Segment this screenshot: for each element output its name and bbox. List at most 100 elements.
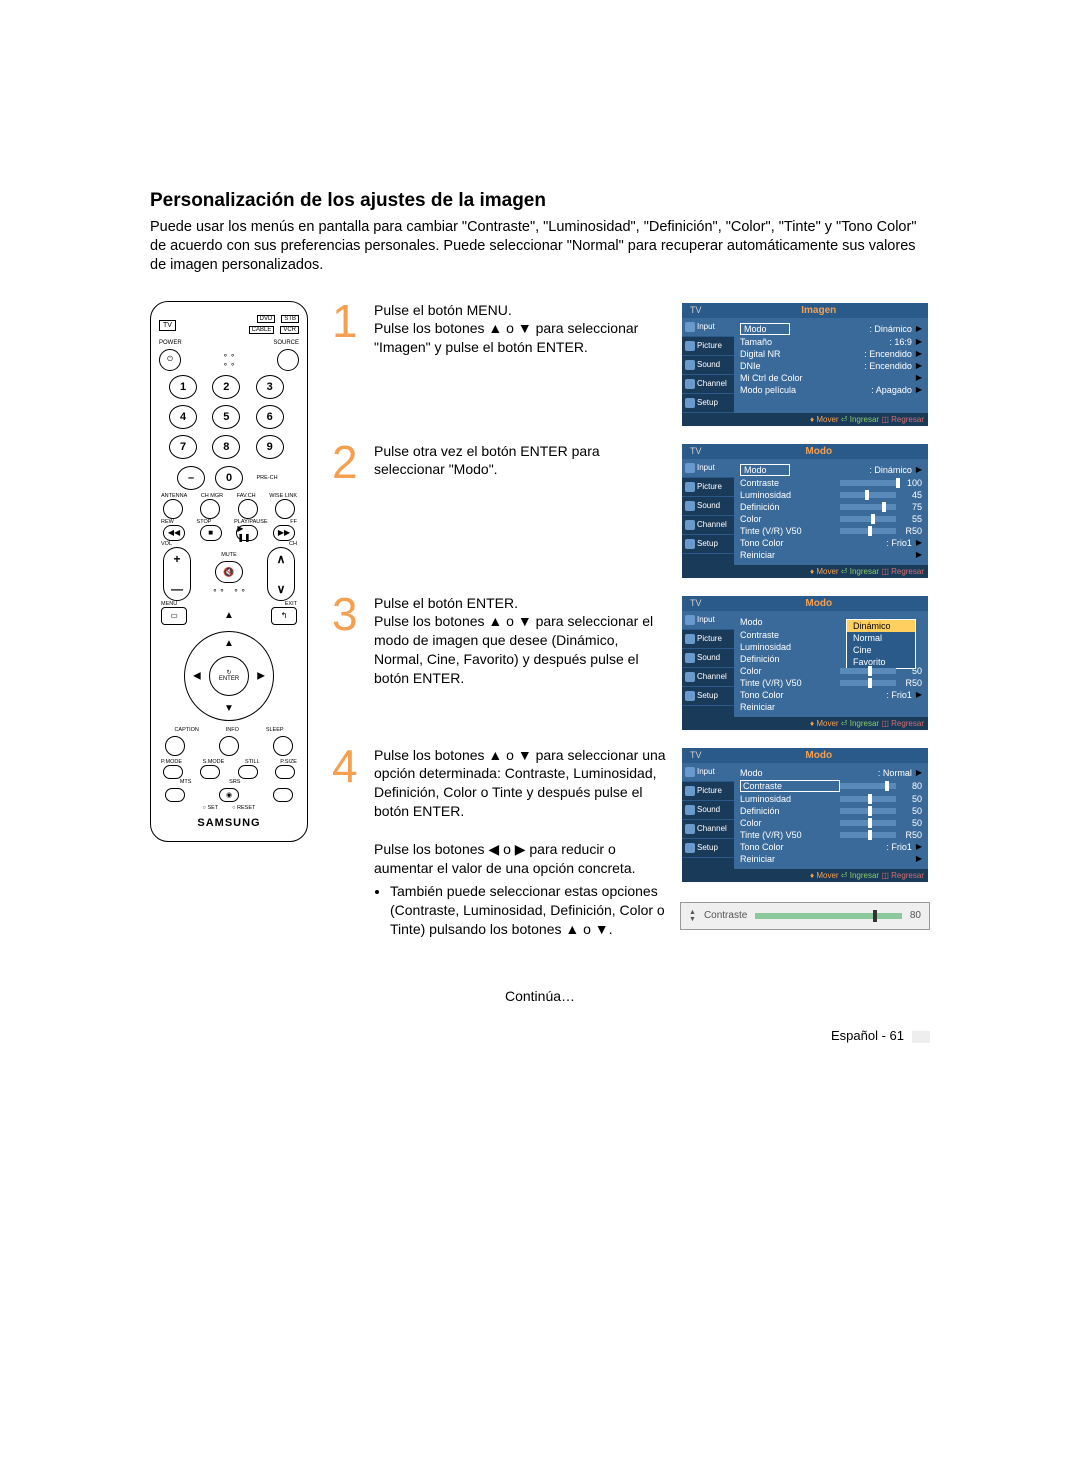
dash-button[interactable]: –: [177, 466, 205, 490]
contrast-label: Contraste: [704, 910, 747, 921]
favch-button[interactable]: [238, 499, 258, 519]
psize-label: P.SIZE: [280, 759, 297, 765]
osd-side-sound: Sound: [682, 356, 734, 375]
osd-side-setup: Setup: [682, 535, 734, 554]
caption-button[interactable]: [165, 736, 185, 756]
wiselink-button[interactable]: [275, 499, 295, 519]
menu-label: MENU: [161, 601, 177, 607]
tv-label: TV: [159, 320, 176, 331]
osd-side-picture: Picture: [682, 478, 734, 497]
rew-button[interactable]: ◀◀: [163, 525, 185, 541]
power-button[interactable]: ⏻: [159, 349, 181, 371]
pmode-button[interactable]: [163, 765, 183, 779]
step-text: Pulse los botones ▲ o ▼ para seleccionar…: [374, 746, 670, 939]
num-3-button[interactable]: 3: [256, 375, 284, 399]
content-row: TV DVDSTB CABLEVCR POWER SOURCE ⏻ ∘ ∘∘ ∘…: [150, 301, 930, 939]
srs-label: SRS: [229, 779, 240, 785]
osd-side-channel: Channel: [682, 820, 734, 839]
intro-text: Puede usar los menús en pantalla para ca…: [150, 218, 930, 275]
sleep-label: SLEEP: [266, 727, 284, 733]
step-text: Pulse el botón MENU. Pulse los botones ▲…: [374, 301, 670, 358]
step4-text2: Pulse los botones ◀ o ▶ para reducir o a…: [374, 841, 636, 876]
exit-label: EXIT: [285, 601, 297, 607]
vol-label: VOL: [161, 541, 172, 547]
exit-button[interactable]: ↰: [271, 607, 297, 625]
step-3: 3 Pulse el botón ENTER. Pulse los botone…: [332, 594, 930, 732]
step-number: 1: [332, 301, 362, 342]
num-5-button[interactable]: 5: [212, 405, 240, 429]
psize-button[interactable]: [275, 765, 295, 779]
continue-text: Continúa…: [150, 988, 930, 1004]
num-7-button[interactable]: 7: [169, 435, 197, 459]
pmode-label: P.MODE: [161, 759, 182, 765]
mute-label: MUTE: [221, 552, 237, 558]
osd-dropdown: DinámicoNormalCineFavorito: [846, 619, 916, 669]
osd-side-setup: Setup: [682, 687, 734, 706]
osd-side-input: Input: [682, 459, 734, 478]
still-button[interactable]: [238, 765, 258, 779]
dpad[interactable]: ▲ ▼ ◀ ▶ ↻ENTER: [184, 631, 274, 721]
info-button[interactable]: [219, 736, 239, 756]
smode-label: S.MODE: [203, 759, 225, 765]
set-label: ○ SET: [203, 805, 219, 811]
osd-3: TVModo InputPictureSoundChannelSetup Mod…: [680, 594, 930, 732]
osd-side-sound: Sound: [682, 497, 734, 516]
osd-side-channel: Channel: [682, 375, 734, 394]
smode-button[interactable]: [200, 765, 220, 779]
mts-button[interactable]: [165, 788, 185, 802]
ch-rocker[interactable]: ∧∨: [267, 547, 295, 601]
steps-column: 1 Pulse el botón MENU. Pulse los botones…: [332, 301, 930, 939]
stop-button[interactable]: ■: [200, 525, 222, 541]
vol-rocker[interactable]: +—: [163, 547, 191, 601]
num-2-button[interactable]: 2: [212, 375, 240, 399]
mts-label: MTS: [180, 779, 192, 785]
osd-side-picture: Picture: [682, 337, 734, 356]
playpause-button[interactable]: ▶ ❚❚: [236, 525, 258, 541]
zero-button[interactable]: 0: [215, 466, 243, 490]
extra-button[interactable]: [273, 788, 293, 802]
numpad: 123 456 789: [159, 371, 299, 463]
source-button[interactable]: [277, 349, 299, 371]
osd-side-sound: Sound: [682, 801, 734, 820]
reset-label: ○ RESET: [232, 805, 255, 811]
cable-label: CABLE: [249, 326, 275, 334]
osd-side-input: Input: [682, 763, 734, 782]
step-number: 2: [332, 442, 362, 483]
dvd-label: DVD: [257, 315, 276, 323]
chmgr-button[interactable]: [200, 499, 220, 519]
num-4-button[interactable]: 4: [169, 405, 197, 429]
page-footer: Español - 61: [150, 1028, 930, 1043]
num-6-button[interactable]: 6: [256, 405, 284, 429]
osd-side-picture: Picture: [682, 782, 734, 801]
stb-label: STB: [281, 315, 299, 323]
osd-side-input: Input: [682, 318, 734, 337]
info-label: INFO: [226, 727, 239, 733]
step-text: Pulse el botón ENTER. Pulse los botones …: [374, 594, 670, 688]
osd-1: TVImagen InputPictureSoundChannelSetup M…: [680, 301, 930, 428]
prech-label: PRE-CH: [253, 475, 281, 481]
menu-button[interactable]: ▭: [161, 607, 187, 625]
enter-button[interactable]: ↻ENTER: [209, 656, 249, 696]
sleep-button[interactable]: [273, 736, 293, 756]
ff-button[interactable]: ▶▶: [273, 525, 295, 541]
page-title: Personalización de los ajustes de la ima…: [150, 190, 930, 212]
osd-side-channel: Channel: [682, 516, 734, 535]
osd-side-sound: Sound: [682, 649, 734, 668]
contrast-value: 80: [910, 910, 921, 921]
num-9-button[interactable]: 9: [256, 435, 284, 459]
step-1: 1 Pulse el botón MENU. Pulse los botones…: [332, 301, 930, 428]
caption-label: CAPTION: [174, 727, 198, 733]
mute-button[interactable]: 🔇: [215, 561, 243, 583]
osd-2: TVModo InputPictureSoundChannelSetup Mod…: [680, 442, 930, 580]
num-8-button[interactable]: 8: [212, 435, 240, 459]
num-1-button[interactable]: 1: [169, 375, 197, 399]
step4-text1: Pulse los botones ▲ o ▼ para seleccionar…: [374, 747, 666, 820]
still-label: STILL: [245, 759, 260, 765]
remote-control: TV DVDSTB CABLEVCR POWER SOURCE ⏻ ∘ ∘∘ ∘…: [150, 301, 308, 842]
brand-label: SAMSUNG: [159, 817, 299, 829]
osd-side-setup: Setup: [682, 839, 734, 858]
osd-side-setup: Setup: [682, 394, 734, 413]
antenna-button[interactable]: [163, 499, 183, 519]
srs-button[interactable]: ◉: [219, 788, 239, 802]
vcr-label: VCR: [280, 326, 299, 334]
